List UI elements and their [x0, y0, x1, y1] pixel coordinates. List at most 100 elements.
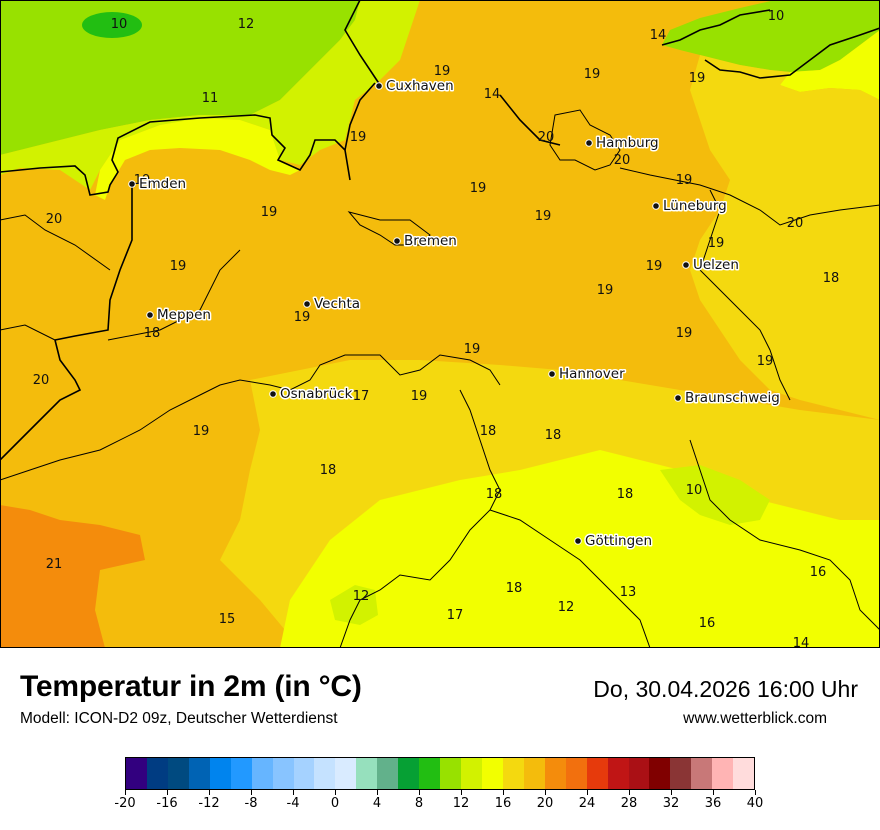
colorbar-tick-label: 0	[330, 796, 340, 811]
temperature-value: 17	[353, 389, 370, 404]
harz-green-spot	[660, 465, 770, 525]
colorbar-bin	[188, 758, 210, 789]
colorbar-tick	[208, 790, 210, 795]
colorbar-tick-label: 40	[746, 796, 764, 811]
city-dot-icon	[128, 180, 136, 188]
city-dot-icon	[548, 370, 556, 378]
temperature-value: 16	[810, 565, 827, 580]
city-dot-icon	[585, 139, 593, 147]
city-marker: Braunschweig	[674, 389, 781, 408]
cold-spot	[82, 12, 142, 38]
city-dot-icon	[682, 261, 690, 269]
website-link[interactable]: www.wetterblick.com	[683, 710, 827, 727]
city-dot-icon	[674, 394, 682, 402]
west-warm-region	[0, 505, 145, 648]
colorbar-tick	[166, 790, 168, 795]
city-label: Osnabrück	[280, 386, 353, 402]
temperature-value: 21	[46, 557, 63, 572]
colorbar-bin	[691, 758, 713, 789]
colorbar-tick-label: 20	[536, 796, 554, 811]
temperature-value: 17	[447, 608, 464, 623]
city-label: Hamburg	[596, 135, 659, 151]
temperature-value: 19	[193, 424, 210, 439]
temperature-value: 19	[350, 130, 367, 145]
chart-title: Temperatur in 2m (in °C)	[20, 670, 362, 703]
city-label: Vechta	[314, 296, 360, 312]
city-dot-icon	[652, 202, 660, 210]
temperature-value: 19	[411, 389, 428, 404]
colorbar-bin	[167, 758, 189, 789]
colorbar-bin	[126, 758, 147, 789]
colorbar-bin	[670, 758, 692, 789]
temperature-value: 20	[33, 373, 50, 388]
colorbar-tick	[754, 790, 756, 795]
colorbar-bin	[335, 758, 357, 789]
temperature-value: 14	[650, 28, 667, 43]
colorbar-bin	[377, 758, 399, 789]
temperature-value: 18	[506, 581, 523, 596]
colorbar-bin	[356, 758, 378, 789]
city-marker: Hamburg	[585, 134, 660, 153]
temperature-value: 14	[793, 636, 810, 648]
colorbar-bin	[733, 758, 755, 789]
city-dot-icon	[303, 300, 311, 308]
colorbar-bin	[146, 758, 168, 789]
temperature-value: 12	[558, 600, 575, 615]
temperature-value: 20	[538, 130, 555, 145]
colorbar-bin	[481, 758, 503, 789]
temperature-value: 18	[617, 487, 634, 502]
temperature-value: 19	[134, 173, 151, 188]
temperature-value: 19	[170, 259, 187, 274]
city-marker: Osnabrück	[269, 385, 354, 404]
temperature-value: 19	[464, 342, 481, 357]
city-dot-icon	[269, 390, 277, 398]
city-label: Lüneburg	[663, 198, 727, 214]
temperature-value: 19	[434, 64, 451, 79]
temperature-value: 18	[823, 271, 840, 286]
colorbar-tick-label: -12	[198, 796, 220, 811]
temperature-value: 13	[620, 585, 637, 600]
city-marker: Emden	[128, 175, 188, 194]
city-label: Göttingen	[585, 533, 652, 549]
city-marker: Cuxhaven	[375, 77, 455, 96]
temperature-value: 19	[294, 310, 311, 325]
city-dot-icon	[574, 537, 582, 545]
city-dot-icon	[375, 82, 383, 90]
colorbar-tick	[712, 790, 714, 795]
colorbar-tick-label: -4	[286, 796, 300, 811]
colorbar-bin	[461, 758, 482, 789]
colorbar-bin	[502, 758, 524, 789]
temperature-value: 18	[545, 428, 562, 443]
temperature-value: 19	[646, 259, 663, 274]
city-marker: Bremen	[393, 232, 458, 251]
temperature-value: 18	[486, 487, 503, 502]
colorbar-tick	[628, 790, 630, 795]
temperature-value: 11	[202, 91, 219, 106]
colorbar-bin	[314, 758, 336, 789]
city-label: Braunschweig	[685, 390, 780, 406]
colorbar-tick	[124, 790, 126, 795]
colorbar-bin	[649, 758, 671, 789]
city-label: Emden	[139, 176, 186, 192]
colorbar-tick	[544, 790, 546, 795]
city-marker: Vechta	[303, 295, 362, 314]
colorbar-bin	[419, 758, 441, 789]
forecast-datetime: Do, 30.04.2026 16:00 Uhr	[593, 676, 858, 702]
city-label: Uelzen	[693, 257, 739, 273]
city-markers: Cuxhaven Hamburg Emden Lüneburg Bremen Uelzen…	[128, 77, 781, 551]
city-label: Bremen	[404, 233, 457, 249]
colorbar-bin	[440, 758, 461, 789]
colorbar-bin	[712, 758, 734, 789]
colorbar-tick	[334, 790, 336, 795]
colorbar-tick	[250, 790, 252, 795]
temperature-value: 12	[238, 17, 255, 32]
temperature-map[interactable]: 10 12 10 14 19 19 19 11 14 19 20 20 19 19 19 19 19 20 20 19…	[0, 0, 880, 648]
colorbar-bin	[398, 758, 420, 789]
colorbar-tick	[418, 790, 420, 795]
colorbar-bin	[544, 758, 566, 789]
temperature-value: 19	[757, 354, 774, 369]
colorbar-tick-label: 16	[494, 796, 512, 811]
colorbar-tick	[460, 790, 462, 795]
colorbar-tick-label: 12	[452, 796, 470, 811]
temperature-value: 10	[768, 9, 785, 24]
